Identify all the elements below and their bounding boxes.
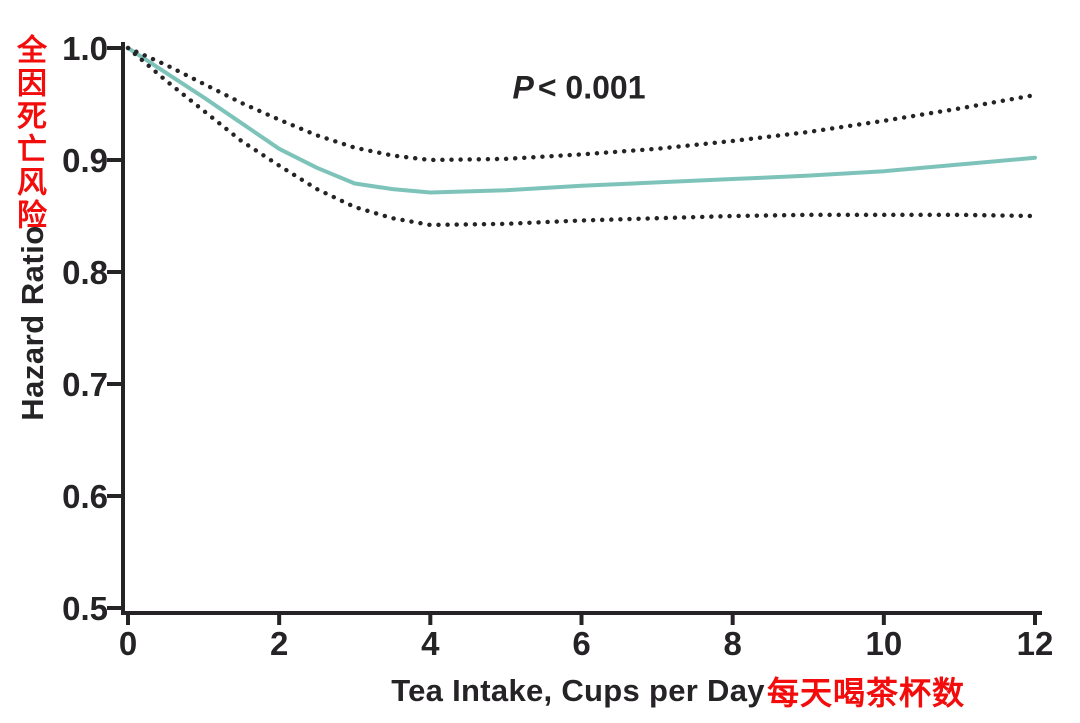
x-tick-label: 10 (865, 625, 903, 662)
y-tick-label: 0.5 (62, 590, 108, 627)
hazard-ratio-line (126, 46, 1037, 195)
x-axis-annotation-chinese: 每天喝茶杯数 (767, 675, 966, 711)
y-tick-label: 0.6 (62, 478, 108, 515)
x-tick-label: 6 (572, 625, 591, 662)
ci-upper-dotted-line (125, 45, 1038, 163)
y-tick-label: 0.9 (62, 142, 108, 179)
p-symbol: P (512, 69, 534, 106)
x-tick-label: 4 (421, 625, 440, 662)
p-value-text: < 0.001 (537, 69, 646, 106)
x-tick-label: 0 (118, 625, 138, 662)
y-tick-label: 0.8 (62, 254, 108, 291)
x-axis-title: Tea Intake, Cups per Day (391, 673, 765, 708)
y-tick-label: 0.7 (62, 366, 108, 403)
p-value-annotation: P < 0.001 (513, 70, 646, 107)
x-tick-label: 2 (269, 625, 289, 662)
y-tick-label: 1.0 (62, 30, 108, 67)
y-axis-annotation-chinese: 全因死亡风险 (12, 34, 45, 232)
x-tick-label: 8 (723, 625, 742, 662)
x-tick-label: 12 (1016, 625, 1054, 662)
ci-lower-dotted-line (125, 45, 1038, 228)
